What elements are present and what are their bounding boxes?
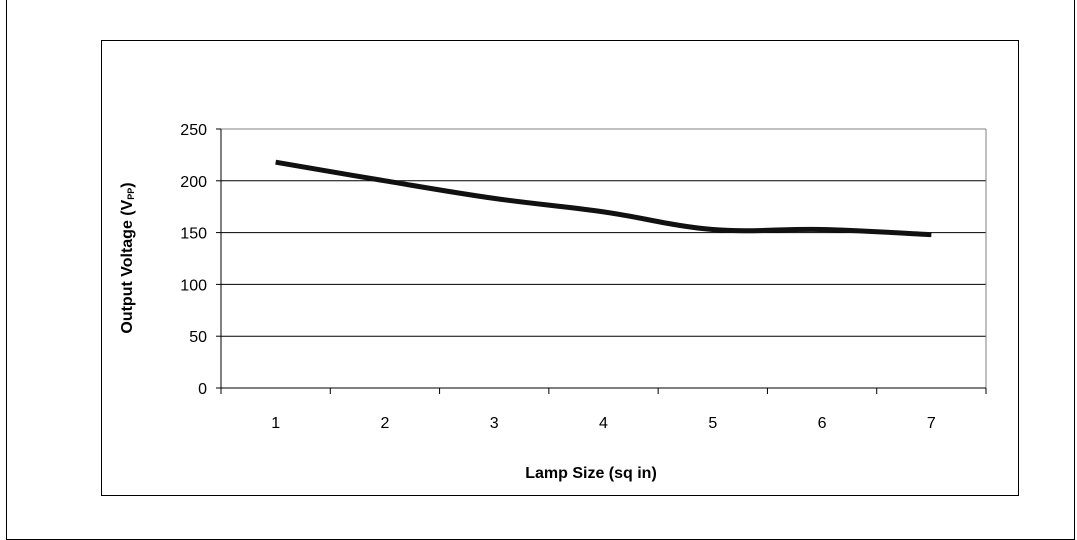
- x-tick-label: 2: [380, 415, 389, 432]
- y-axis-title-suffix: ): [119, 182, 136, 187]
- x-tick-label: 6: [818, 415, 827, 432]
- y-tick-labels: 0 50 100 150 200 250: [180, 122, 207, 398]
- x-tick-label: 3: [490, 415, 499, 432]
- y-axis-title-subscript: PP: [126, 188, 136, 200]
- y-axis-title-main: Output Voltage (V: [119, 199, 136, 333]
- y-tick-label: 200: [180, 174, 207, 191]
- x-tick-label: 4: [599, 415, 608, 432]
- x-tick-label: 1: [271, 415, 280, 432]
- x-tick-label: 7: [927, 415, 936, 432]
- y-tick-label: 150: [180, 226, 207, 243]
- y-tick-label: 250: [180, 122, 207, 139]
- x-tick-labels: 1 2 3 4 5 6 7: [271, 415, 936, 432]
- y-axis-title: Output Voltage (VPP): [119, 182, 136, 333]
- y-tick-label: 0: [198, 381, 207, 398]
- axes: [216, 129, 986, 394]
- series-line: [276, 162, 932, 235]
- series-layer: [276, 162, 932, 235]
- y-tick-label: 50: [189, 329, 207, 346]
- y-tick-label: 100: [180, 277, 207, 294]
- x-tick-label: 5: [708, 415, 717, 432]
- x-axis-title: Lamp Size (sq in): [525, 465, 657, 482]
